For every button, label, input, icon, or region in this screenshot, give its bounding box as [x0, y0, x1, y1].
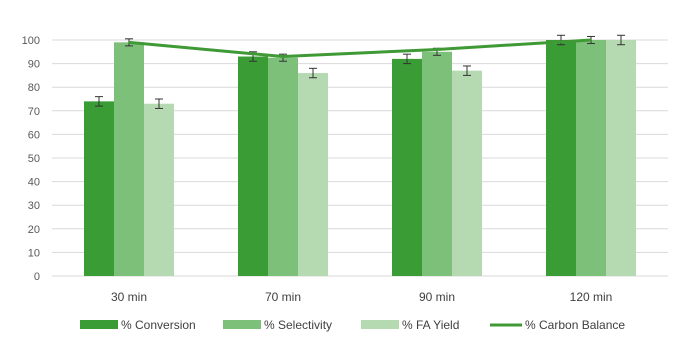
y-tick-label: 70: [28, 106, 40, 118]
y-tick-label: 90: [28, 59, 40, 71]
y-tick-label: 30: [28, 200, 40, 212]
y-tick-label: 10: [28, 247, 40, 259]
legend-swatch: [80, 320, 118, 329]
legend: % Conversion % Selectivity % FA Yield % Car…: [80, 318, 625, 332]
legend-label: % FA Yield: [402, 318, 459, 332]
legend-label: % Conversion: [121, 318, 196, 332]
bar: [84, 101, 114, 276]
bar: [268, 57, 298, 277]
x-category-label: 30 min: [111, 290, 147, 304]
bar: [546, 40, 576, 276]
y-tick-label: 20: [28, 224, 40, 236]
x-category-label: 90 min: [419, 290, 455, 304]
legend-swatch: [223, 320, 261, 329]
legend-swatch: [361, 320, 399, 329]
line-series: [128, 38, 592, 59]
x-category-label: 120 min: [570, 290, 613, 304]
x-category-label: 70 min: [265, 290, 301, 304]
y-tick-label: 100: [22, 35, 40, 47]
series-line: [128, 38, 592, 59]
bar: [606, 40, 636, 276]
legend-label: % Selectivity: [264, 318, 332, 332]
y-tick-label: 60: [28, 129, 40, 141]
bar: [422, 51, 452, 276]
bar: [576, 40, 606, 276]
bars: [84, 40, 636, 277]
bar: [144, 103, 174, 276]
y-tick-label: 0: [34, 271, 40, 283]
x-axis-categories: 30 min 70 min 90 min 120 min: [111, 290, 612, 304]
y-tick-label: 50: [28, 153, 40, 165]
y-tick-label: 40: [28, 177, 40, 189]
bar: [114, 42, 144, 276]
bar: [238, 56, 268, 276]
legend-label: % Carbon Balance: [525, 318, 625, 332]
bar: [392, 58, 422, 276]
bar: [452, 70, 482, 277]
y-tick-label: 80: [28, 82, 40, 94]
bar: [298, 73, 328, 276]
y-axis-ticks: 0 10 20 30 40 50 60 70 80 90 100: [22, 35, 40, 283]
